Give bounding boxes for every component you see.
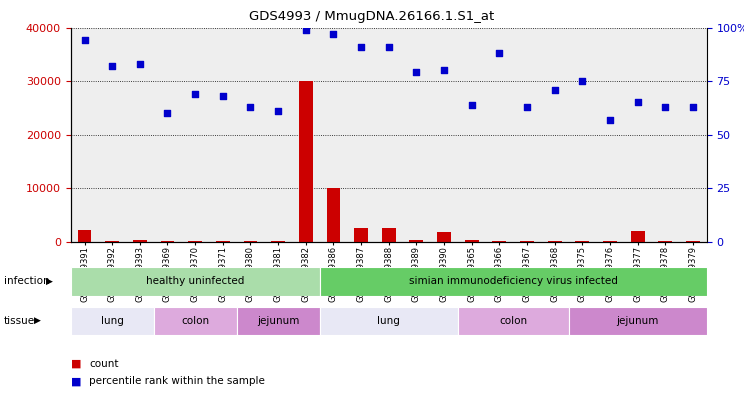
Bar xyxy=(71,267,320,296)
Bar xyxy=(237,307,320,335)
Point xyxy=(382,44,394,50)
Point xyxy=(272,108,284,114)
Bar xyxy=(299,81,312,242)
Bar xyxy=(272,241,285,242)
Bar xyxy=(320,267,707,296)
Point xyxy=(438,67,450,73)
Point xyxy=(106,63,118,69)
Text: jejunum: jejunum xyxy=(617,316,659,326)
Bar xyxy=(320,307,458,335)
Bar xyxy=(354,228,368,242)
Text: tissue: tissue xyxy=(4,316,35,326)
Bar xyxy=(631,231,644,242)
Bar xyxy=(465,240,478,242)
Point xyxy=(245,104,257,110)
Bar xyxy=(243,241,257,242)
Text: lung: lung xyxy=(377,316,400,326)
Point xyxy=(493,50,505,56)
Point xyxy=(687,104,699,110)
Point xyxy=(632,99,644,106)
Point xyxy=(134,61,146,67)
Bar xyxy=(161,241,174,242)
Bar xyxy=(409,240,423,242)
Text: jejunum: jejunum xyxy=(257,316,299,326)
Bar xyxy=(105,241,119,242)
Bar xyxy=(188,241,202,242)
Point xyxy=(549,86,561,93)
Bar xyxy=(327,188,340,242)
Point xyxy=(355,44,367,50)
Point xyxy=(659,104,671,110)
Text: ■: ■ xyxy=(71,376,81,386)
Bar xyxy=(154,307,237,335)
Point xyxy=(300,26,312,33)
Point xyxy=(466,101,478,108)
Bar xyxy=(575,241,589,242)
Bar xyxy=(658,241,673,242)
Text: colon: colon xyxy=(499,316,527,326)
Text: ▶: ▶ xyxy=(34,316,41,325)
Text: count: count xyxy=(89,358,119,369)
Point xyxy=(161,110,173,116)
Point xyxy=(327,31,339,37)
Point xyxy=(189,91,201,97)
Text: colon: colon xyxy=(181,316,209,326)
Bar xyxy=(686,241,700,242)
Bar xyxy=(603,241,617,242)
Point xyxy=(79,37,91,44)
Text: ▶: ▶ xyxy=(46,277,53,286)
Text: infection: infection xyxy=(4,276,49,286)
Bar xyxy=(77,230,92,242)
Text: percentile rank within the sample: percentile rank within the sample xyxy=(89,376,265,386)
Bar xyxy=(216,241,230,242)
Text: healthy uninfected: healthy uninfected xyxy=(146,276,244,286)
Bar xyxy=(548,241,562,242)
Point xyxy=(217,93,228,99)
Text: GDS4993 / MmugDNA.26166.1.S1_at: GDS4993 / MmugDNA.26166.1.S1_at xyxy=(249,10,495,23)
Bar xyxy=(568,307,707,335)
Text: simian immunodeficiency virus infected: simian immunodeficiency virus infected xyxy=(408,276,618,286)
Text: ■: ■ xyxy=(71,358,81,369)
Point xyxy=(604,116,616,123)
Text: lung: lung xyxy=(100,316,124,326)
Bar xyxy=(133,240,147,242)
Point xyxy=(411,69,423,75)
Point xyxy=(577,78,589,84)
Point xyxy=(521,104,533,110)
Bar xyxy=(437,232,451,242)
Bar xyxy=(493,241,506,242)
Bar xyxy=(520,241,534,242)
Bar xyxy=(458,307,568,335)
Bar xyxy=(382,228,396,242)
Bar xyxy=(71,307,154,335)
